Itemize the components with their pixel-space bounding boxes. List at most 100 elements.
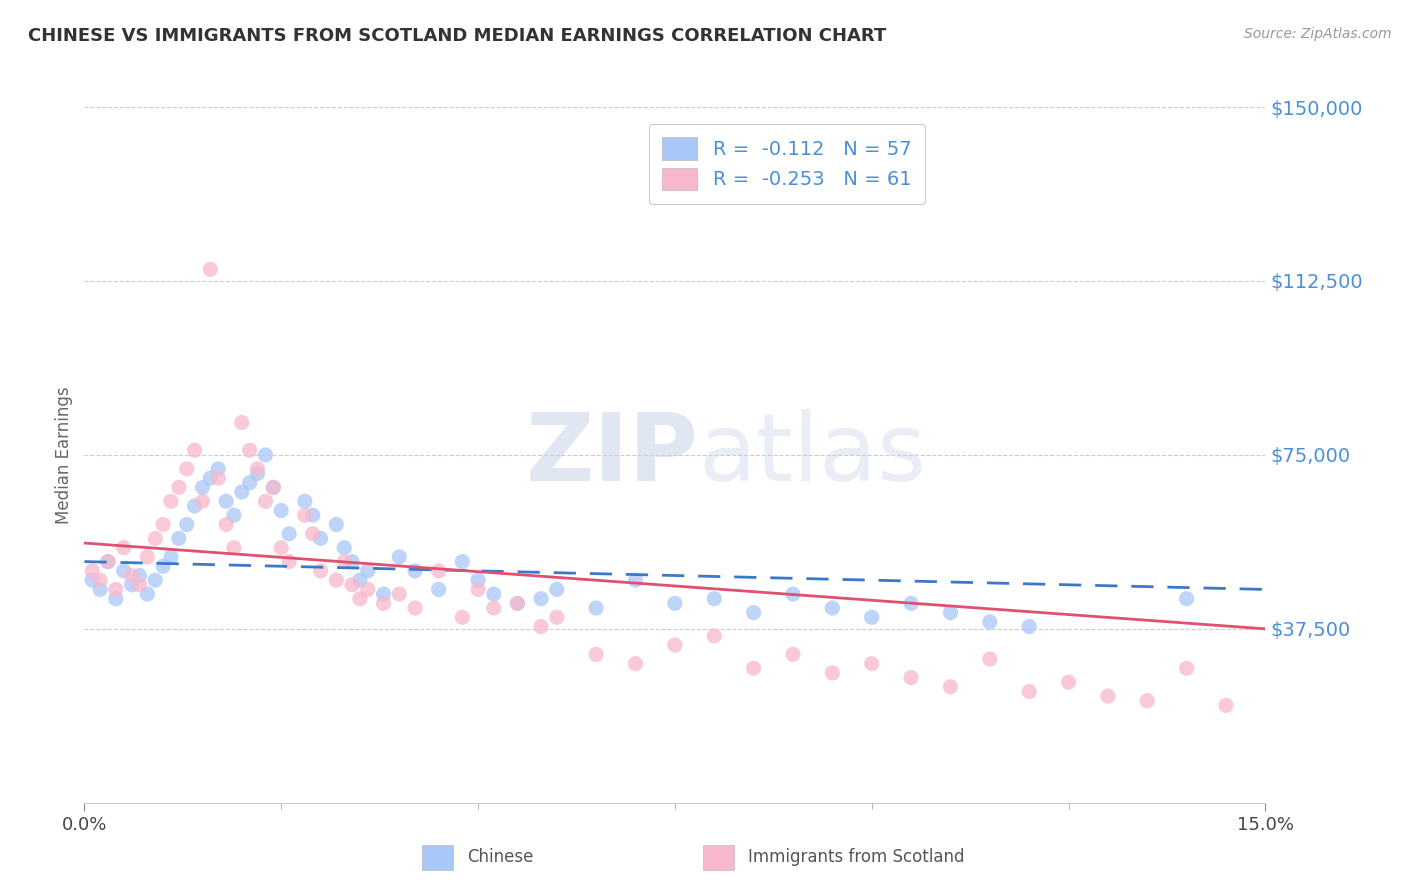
Point — [530, 591, 553, 606]
Point — [97, 555, 120, 569]
Point — [309, 564, 332, 578]
Point — [388, 587, 411, 601]
Point — [1136, 694, 1159, 708]
Point — [191, 494, 214, 508]
Point — [451, 610, 474, 624]
Point — [373, 596, 395, 610]
Point — [939, 606, 962, 620]
Point — [152, 559, 174, 574]
Point — [239, 475, 262, 490]
Point — [624, 573, 647, 587]
Point — [112, 541, 135, 555]
Point — [585, 648, 607, 662]
Point — [546, 610, 568, 624]
Point — [89, 582, 111, 597]
Point — [104, 591, 127, 606]
Point — [215, 517, 238, 532]
Legend: R =  -0.112   N = 57, R =  -0.253   N = 61: R = -0.112 N = 57, R = -0.253 N = 61 — [648, 124, 925, 203]
Point — [506, 596, 529, 610]
Point — [333, 541, 356, 555]
Point — [467, 573, 489, 587]
Point — [979, 652, 1001, 666]
Point — [703, 591, 725, 606]
Point — [1215, 698, 1237, 713]
Point — [1097, 689, 1119, 703]
Y-axis label: Median Earnings: Median Earnings — [55, 386, 73, 524]
Point — [451, 555, 474, 569]
Point — [191, 480, 214, 494]
Text: atlas: atlas — [699, 409, 927, 501]
Point — [207, 462, 229, 476]
Point — [246, 462, 269, 476]
Point — [530, 619, 553, 633]
Point — [128, 568, 150, 582]
Point — [89, 573, 111, 587]
Point — [467, 582, 489, 597]
Point — [325, 573, 347, 587]
Point — [152, 517, 174, 532]
Point — [128, 578, 150, 592]
Point — [143, 532, 166, 546]
Point — [742, 661, 765, 675]
Point — [333, 555, 356, 569]
Point — [482, 601, 505, 615]
Point — [373, 587, 395, 601]
Point — [349, 591, 371, 606]
Text: Immigrants from Scotland: Immigrants from Scotland — [748, 848, 965, 866]
Point — [294, 494, 316, 508]
Point — [325, 517, 347, 532]
Point — [1175, 591, 1198, 606]
Point — [703, 629, 725, 643]
Point — [349, 573, 371, 587]
Point — [301, 526, 323, 541]
Point — [309, 532, 332, 546]
Point — [278, 555, 301, 569]
Point — [136, 549, 159, 564]
Point — [357, 564, 380, 578]
Point — [183, 499, 205, 513]
Point — [979, 615, 1001, 629]
Point — [222, 508, 245, 523]
Point — [121, 578, 143, 592]
Point — [270, 541, 292, 555]
Point — [246, 467, 269, 481]
Point — [176, 517, 198, 532]
Point — [939, 680, 962, 694]
Point — [160, 549, 183, 564]
Point — [143, 573, 166, 587]
Point — [112, 564, 135, 578]
Point — [388, 549, 411, 564]
Point — [231, 485, 253, 500]
Point — [254, 448, 277, 462]
Point — [278, 526, 301, 541]
Point — [860, 610, 883, 624]
Point — [121, 568, 143, 582]
Point — [357, 582, 380, 597]
Point — [301, 508, 323, 523]
Point — [176, 462, 198, 476]
Point — [404, 601, 426, 615]
Point — [427, 564, 450, 578]
Text: Source: ZipAtlas.com: Source: ZipAtlas.com — [1244, 27, 1392, 41]
Point — [821, 601, 844, 615]
Text: CHINESE VS IMMIGRANTS FROM SCOTLAND MEDIAN EARNINGS CORRELATION CHART: CHINESE VS IMMIGRANTS FROM SCOTLAND MEDI… — [28, 27, 886, 45]
Point — [222, 541, 245, 555]
Point — [183, 443, 205, 458]
Point — [104, 582, 127, 597]
Point — [136, 587, 159, 601]
Point — [506, 596, 529, 610]
Point — [239, 443, 262, 458]
Point — [482, 587, 505, 601]
Point — [404, 564, 426, 578]
Point — [82, 573, 104, 587]
Point — [782, 648, 804, 662]
Point — [585, 601, 607, 615]
Point — [900, 671, 922, 685]
Point — [97, 555, 120, 569]
Point — [782, 587, 804, 601]
Point — [664, 638, 686, 652]
Point — [664, 596, 686, 610]
Point — [1018, 684, 1040, 698]
Point — [82, 564, 104, 578]
Text: Chinese: Chinese — [467, 848, 533, 866]
